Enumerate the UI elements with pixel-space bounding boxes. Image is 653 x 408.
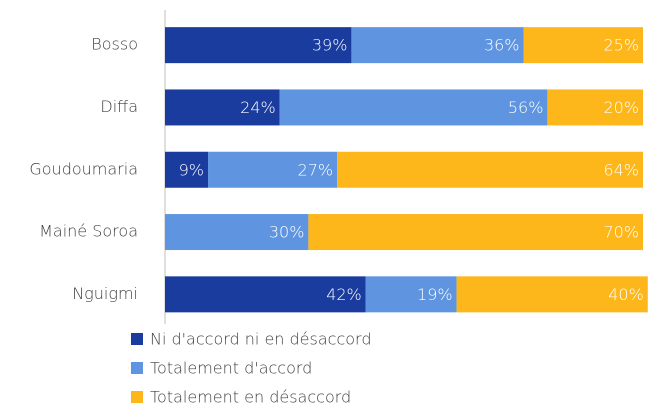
bar-segment [165, 27, 352, 64]
data-label: 40% [608, 285, 644, 304]
bar-segment [547, 89, 643, 126]
data-label: 39% [312, 36, 348, 55]
bar-segment [337, 151, 643, 188]
bar-segment [208, 151, 338, 188]
data-label: 42% [326, 285, 362, 304]
bar-segment [351, 27, 524, 64]
bar-segment [456, 276, 648, 313]
bar-segment [365, 276, 457, 313]
y-tick-label: Bosso [91, 35, 138, 54]
y-tick-label: Nguigmi [72, 284, 138, 303]
bar-segment [165, 276, 366, 313]
bar-segment [279, 89, 548, 126]
legend-swatch [131, 362, 143, 374]
data-label: 27% [298, 160, 334, 179]
data-label: 36% [484, 36, 520, 55]
data-label: 20% [603, 98, 639, 117]
data-label: 70% [603, 223, 639, 242]
legend-label: Ni d'accord ni en désaccord [150, 330, 372, 349]
bar-segment [165, 89, 280, 126]
y-tick-label: Mainé Soroa [39, 222, 138, 241]
legend-swatch [131, 391, 143, 403]
bar-segment [165, 151, 209, 188]
data-label: 9% [179, 160, 204, 179]
data-label: 25% [603, 36, 639, 55]
bar-segment [308, 214, 643, 251]
bar-segment [165, 214, 309, 251]
bar-segment [523, 27, 643, 64]
legend-label: Totalement d'accord [150, 359, 312, 378]
y-tick-label: Diffa [100, 97, 138, 116]
y-tick-label: Goudoumaria [29, 159, 138, 178]
data-label: 64% [603, 160, 639, 179]
legend-label: Totalement en désaccord [150, 388, 351, 407]
data-label: 24% [240, 98, 276, 117]
legend-swatch [131, 333, 143, 345]
data-label: 19% [417, 285, 453, 304]
data-label: 30% [269, 223, 305, 242]
data-label: 56% [508, 98, 544, 117]
